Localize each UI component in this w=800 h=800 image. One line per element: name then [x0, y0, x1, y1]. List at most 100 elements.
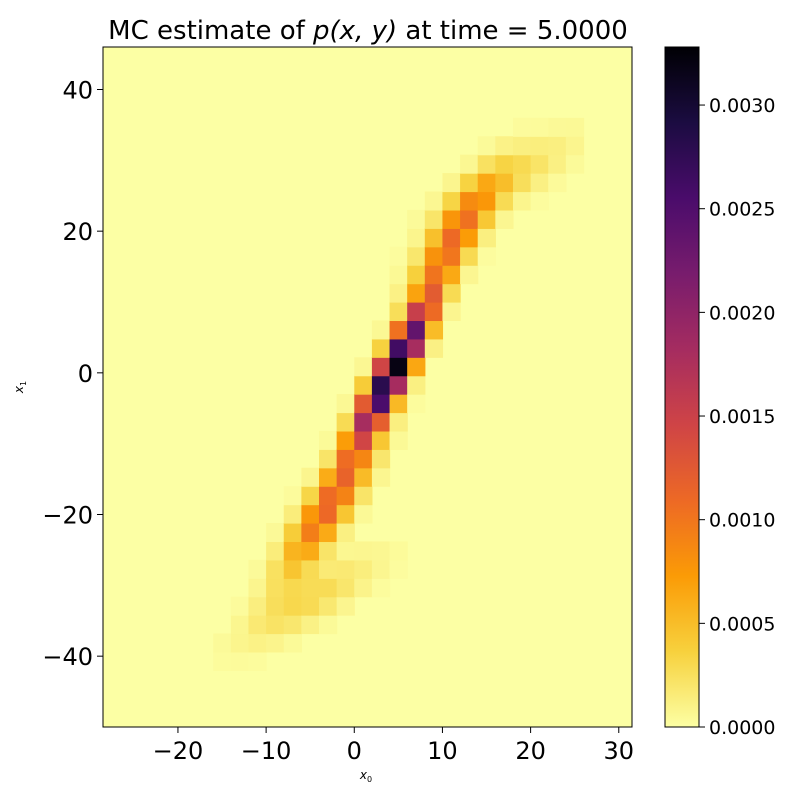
heatmap-cell [442, 302, 461, 322]
heatmap-cell [230, 615, 250, 635]
colorbar-tick-label: 0.0020 [709, 302, 775, 324]
heatmap-cell [389, 559, 408, 579]
heatmap-cell [389, 283, 408, 303]
heatmap-cell [371, 375, 391, 395]
heatmap-cell [477, 228, 496, 248]
heatmap-cell [477, 154, 496, 174]
heatmap-cell [354, 357, 373, 377]
heatmap-cell [442, 246, 461, 266]
heatmap-cell [389, 375, 408, 395]
colorbar [664, 46, 700, 728]
heatmap-cell [371, 541, 391, 561]
heatmap-cell [407, 265, 426, 285]
heatmap-cell [548, 173, 567, 193]
heatmap-cell [336, 578, 355, 598]
heatmap-cell [460, 265, 479, 285]
heatmap-cell [424, 209, 444, 229]
heatmap-cell [407, 394, 426, 414]
chart-title-math: p(x, y) [312, 16, 397, 46]
heatmap-cell [319, 523, 338, 543]
heatmap-cell [319, 578, 338, 598]
heatmap-cell [442, 173, 461, 193]
heatmap-cell [283, 559, 302, 579]
heatmap-cell [319, 486, 338, 506]
heatmap-cell [460, 209, 479, 229]
heatmap-cell [371, 578, 391, 598]
heatmap-cell [389, 246, 408, 266]
y-tick-label: 20 [62, 218, 93, 246]
heatmap-cell [248, 596, 267, 616]
heatmap-cell [266, 615, 285, 635]
x-tick-label: 10 [427, 737, 458, 765]
heatmap-cell [301, 467, 320, 487]
y-axis-ticks: −40 −20 0 20 40 [42, 77, 103, 671]
heatmap-cell [248, 559, 267, 579]
heatmap-cell [354, 430, 373, 450]
heatmap-cell [283, 486, 302, 506]
heatmap-cell [371, 449, 391, 469]
heatmap-cell [477, 173, 496, 193]
heatmap-cell [477, 246, 496, 266]
y-tick-label: 40 [62, 77, 93, 105]
heatmap-cell [230, 633, 250, 653]
heatmap-cell [354, 486, 373, 506]
heatmap-cell [283, 541, 302, 561]
heatmap-cell [283, 615, 302, 635]
heatmap-cell [371, 467, 391, 487]
heatmap-cell [336, 559, 355, 579]
heatmap-cell [230, 651, 250, 671]
heatmap-cell [301, 504, 320, 524]
heatmap-cell [512, 154, 532, 174]
y-axis-label-main: x [12, 385, 26, 394]
heatmap-cell [266, 523, 285, 543]
heatmap-cell [460, 191, 479, 211]
heatmap-cell [266, 596, 285, 616]
heatmap-cell [512, 117, 532, 137]
heatmap-cell [407, 320, 426, 340]
heatmap-cell [495, 191, 514, 211]
x-axis-ticks: −20 −10 0 10 20 30 [153, 727, 634, 765]
heatmap-cell [389, 302, 408, 322]
heatmap-cell [266, 541, 285, 561]
heatmap-cell [248, 633, 267, 653]
heatmap-cell [477, 209, 496, 229]
heatmap-cell [389, 412, 408, 432]
heatmap-cell [407, 375, 426, 395]
heatmap-cell [389, 320, 408, 340]
colorbar-tick-label: 0.0015 [709, 406, 775, 428]
heatmap-cell [389, 430, 408, 450]
plot-frame [102, 46, 633, 728]
heatmap-cell [565, 117, 585, 137]
heatmap-cell [495, 154, 514, 174]
heatmap-cell [495, 173, 514, 193]
heatmap-cell [424, 302, 444, 322]
heatmap-cell [389, 394, 408, 414]
y-tick-label: 0 [78, 360, 93, 388]
heatmap-cell [319, 596, 338, 616]
heatmap-cell [319, 430, 338, 450]
heatmap-cell [407, 338, 426, 358]
heatmap-cell [407, 357, 426, 377]
heatmap-cell [424, 320, 444, 340]
heatmap-cell [460, 154, 479, 174]
heatmap-cell [548, 154, 567, 174]
heatmap-cell [248, 615, 267, 635]
heatmap-cell [301, 578, 320, 598]
x-tick-label: −20 [153, 737, 204, 765]
heatmap-cell [336, 394, 355, 414]
heatmap-cell [336, 504, 355, 524]
heatmap-cell [266, 559, 285, 579]
heatmap-cell [424, 338, 444, 358]
colorbar-tick-label: 0.0005 [709, 613, 775, 635]
heatmap-cell [371, 357, 391, 377]
chart-title-prefix: MC estimate of [108, 16, 313, 46]
colorbar-tick-label: 0.0025 [709, 199, 775, 221]
heatmap-cell [266, 578, 285, 598]
heatmap-cell [336, 449, 355, 469]
heatmap-cell [354, 412, 373, 432]
heatmap-cell [460, 246, 479, 266]
heatmap-cell [460, 228, 479, 248]
heatmap-cell [354, 375, 373, 395]
heatmap-cell [319, 449, 338, 469]
heatmap-cell [283, 523, 302, 543]
